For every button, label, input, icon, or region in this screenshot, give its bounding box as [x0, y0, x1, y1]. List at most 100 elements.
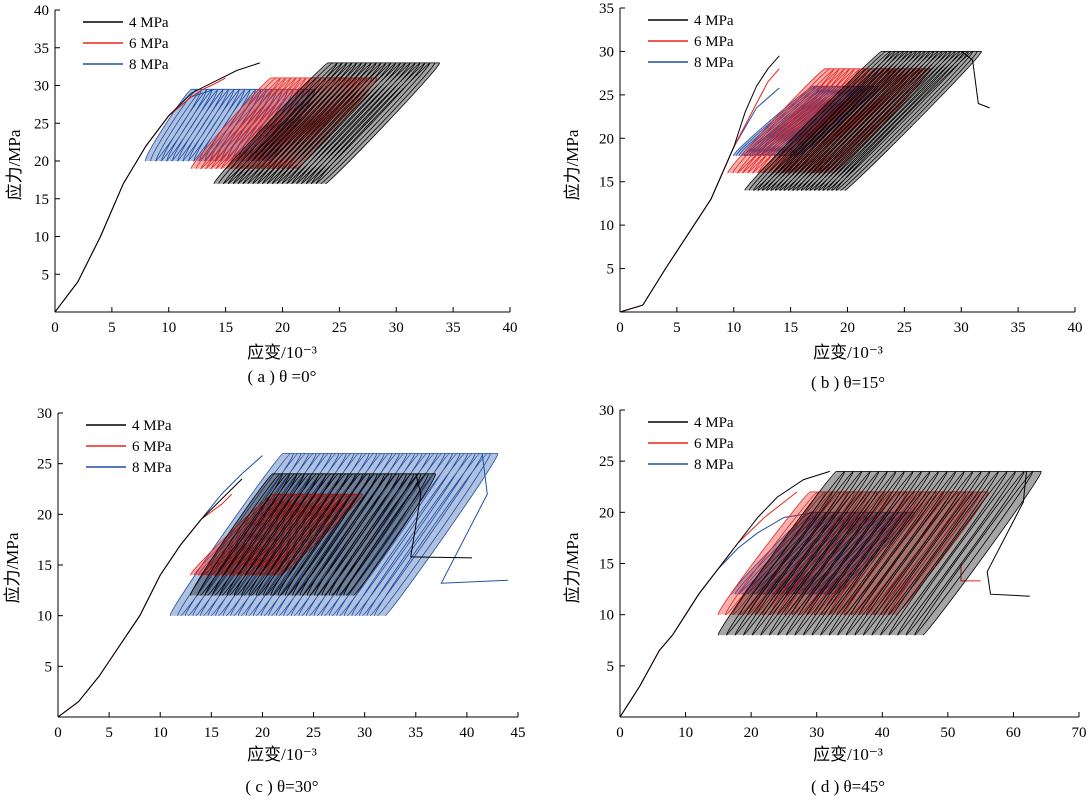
x-tick-label: 50	[940, 725, 955, 741]
y-tick-label: 30	[599, 403, 614, 419]
series-4-mpa	[619, 51, 990, 313]
y-tick-label: 10	[34, 230, 49, 246]
x-tick-label: 30	[809, 725, 824, 741]
loading-curve	[57, 478, 243, 718]
legend-label: 4 MPa	[132, 418, 172, 434]
x-tick-label: 0	[616, 320, 624, 336]
legend-label: 4 MPa	[694, 415, 734, 431]
y-tick-label: 15	[34, 192, 49, 208]
caption-c: ( c ) θ=30°	[245, 777, 318, 796]
y-tick-label: 5	[607, 262, 615, 278]
y-tick-label: 20	[599, 131, 614, 147]
x-tick-label: 20	[744, 725, 759, 741]
series-4-mpa	[619, 470, 1042, 718]
x-tick-label: 10	[678, 725, 693, 741]
post-peak-curve	[960, 563, 981, 582]
y-tick-label: 20	[37, 507, 52, 523]
y-tick-label: 25	[34, 116, 49, 132]
x-tick-label: 30	[357, 725, 372, 741]
y-tick-label: 20	[599, 505, 614, 521]
x-tick-label: 40	[503, 320, 518, 336]
x-tick-label: 20	[275, 320, 290, 336]
series-4-mpa	[57, 473, 473, 718]
xlabel-d: 应变/10⁻³	[813, 745, 883, 764]
legend-label: 8 MPa	[694, 55, 734, 71]
fatigue-loops	[213, 62, 440, 185]
legend-label: 8 MPa	[694, 457, 734, 473]
x-tick-label: 10	[726, 320, 741, 336]
x-tick-label: 45	[511, 725, 526, 741]
plot-a: 0 5 10 15 20 25 30 35 40 5 10 15 20 25 30 35 40 4 MPa 6 MP…	[34, 3, 518, 336]
fatigue-loops	[717, 471, 1042, 636]
x-tick-label: 70	[1072, 725, 1087, 741]
series-4-mpa	[54, 62, 440, 313]
x-tick-label: 25	[306, 725, 321, 741]
y-tick-label: 25	[599, 88, 614, 104]
legend-label: 8 MPa	[132, 460, 172, 476]
y-tick-label: 25	[599, 454, 614, 470]
legend-label: 6 MPa	[694, 34, 734, 50]
y-tick-label: 30	[37, 406, 52, 422]
panel-b: 0 5 10 15 20 25 30 35 40 5 10 15 20 25 30 35 4 MPa 6 MPa 8…	[563, 1, 1083, 392]
x-tick-label: 35	[1011, 320, 1026, 336]
x-tick-label: 20	[255, 725, 270, 741]
x-tick-label: 40	[1068, 320, 1083, 336]
legend-label: 6 MPa	[694, 436, 734, 452]
x-tick-label: 40	[459, 725, 474, 741]
x-tick-label: 20	[840, 320, 855, 336]
ylabel-d: 应力/MPa	[563, 532, 582, 603]
ylabel-b: 应力/MPa	[563, 129, 582, 200]
x-tick-label: 35	[408, 725, 423, 741]
loading-curve	[54, 62, 260, 313]
y-tick-label: 10	[37, 609, 52, 625]
panel-c: 0 5 10 15 20 25 30 35 40 45 5 10 15 20 25 30 4 MPa 6 MPa 8…	[3, 406, 526, 796]
x-tick-label: 0	[54, 725, 62, 741]
legend: 4 MPa 6 MPa 8 MPa	[648, 415, 734, 473]
caption-a: ( a ) θ =0°	[248, 367, 317, 386]
y-tick-label: 10	[599, 608, 614, 624]
y-tick-label: 15	[599, 557, 614, 573]
y-tick-label: 5	[42, 267, 50, 283]
legend: 4 MPa 6 MPa 8 MPa	[83, 15, 169, 73]
ylabel-a: 应力/MPa	[5, 129, 24, 200]
legend-label: 6 MPa	[129, 36, 169, 52]
fatigue-loops	[190, 473, 436, 596]
post-peak-curve	[960, 51, 990, 109]
x-tick-label: 15	[218, 320, 233, 336]
x-tick-label: 25	[332, 320, 347, 336]
x-tick-label: 30	[954, 320, 969, 336]
x-tick-label: 0	[51, 320, 59, 336]
xlabel-c: 应变/10⁻³	[247, 745, 317, 764]
x-tick-label: 0	[616, 725, 624, 741]
x-tick-label: 10	[153, 725, 168, 741]
loading-curve	[619, 470, 830, 718]
y-tick-label: 30	[599, 44, 614, 60]
y-tick-label: 20	[34, 154, 49, 170]
caption-b: ( b ) θ=15°	[811, 373, 885, 392]
fatigue-loops	[190, 493, 363, 576]
x-tick-label: 15	[783, 320, 798, 336]
y-tick-label: 15	[37, 558, 52, 574]
y-tick-label: 25	[37, 457, 52, 473]
legend: 4 MPa 6 MPa 8 MPa	[86, 418, 172, 476]
legend-label: 6 MPa	[132, 439, 172, 455]
loading-curve	[619, 55, 780, 313]
x-tick-label: 5	[673, 320, 681, 336]
loading-curve	[619, 87, 780, 313]
x-tick-label: 10	[161, 320, 176, 336]
plot-b: 0 5 10 15 20 25 30 35 40 5 10 15 20 25 30 35 4 MPa 6 MPa 8…	[599, 1, 1083, 336]
xlabel-a: 应变/10⁻³	[247, 343, 317, 362]
x-tick-label: 5	[105, 725, 113, 741]
x-tick-label: 30	[389, 320, 404, 336]
y-tick-label: 30	[34, 79, 49, 95]
legend: 4 MPa 6 MPa 8 MPa	[648, 13, 734, 71]
y-tick-label: 5	[45, 659, 53, 675]
post-peak-curve	[986, 471, 1030, 597]
xlabel-b: 应变/10⁻³	[813, 343, 883, 362]
fatigue-loops	[744, 51, 982, 191]
panel-a: 0 5 10 15 20 25 30 35 40 5 10 15 20 25 30 35 40 4 MPa 6 MP…	[5, 3, 518, 386]
y-tick-label: 10	[599, 218, 614, 234]
post-peak-curve	[410, 473, 473, 559]
plot-c: 0 5 10 15 20 25 30 35 40 45 5 10 15 20 25 30 4 MPa 6 MPa 8…	[37, 406, 526, 741]
